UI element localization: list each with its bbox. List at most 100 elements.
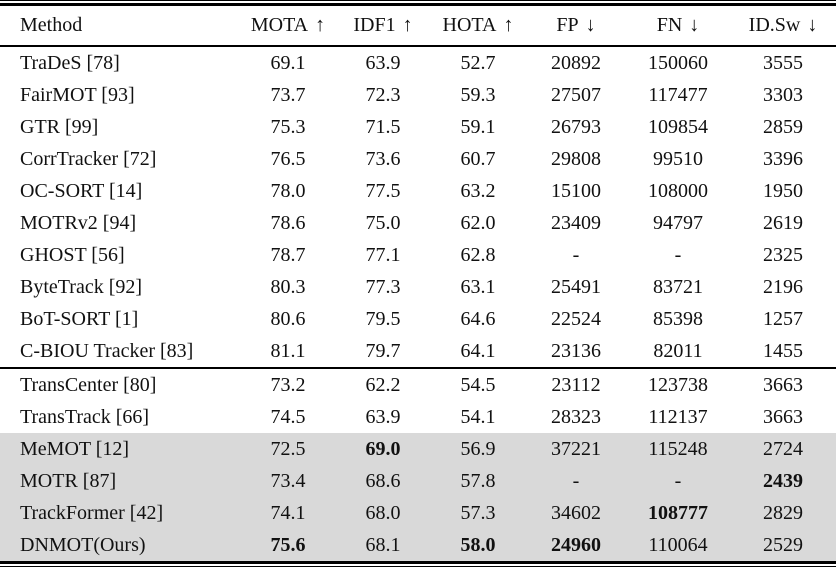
- value-cell: 37221: [551, 437, 601, 460]
- table-row: C-BIOU Tracker [83] 81.1 79.7 64.1 23136 8201…: [0, 335, 836, 368]
- value-cell: 62.0: [460, 211, 496, 234]
- column-header-idf1: IDF1 ↑: [336, 6, 430, 47]
- value-cell: 80.3: [270, 275, 306, 298]
- table-row: MOTR [87] 73.4 68.6 57.8 - - 2439: [0, 465, 836, 497]
- table-row: TransCenter [80] 73.2 62.2 54.5 23112 123738 3…: [0, 367, 836, 401]
- method-cell: GTR [99]: [20, 115, 99, 138]
- column-label: ID.Sw: [748, 14, 801, 36]
- value-cell: 62.8: [460, 243, 496, 266]
- value-cell: -: [572, 243, 580, 266]
- method-cell: DNMOT(Ours): [20, 533, 146, 556]
- table-row: ByteTrack [92] 80.3 77.3 63.1 25491 83721 2196: [0, 271, 836, 303]
- top-rule-thick: [0, 3, 836, 6]
- value-cell: 74.1: [270, 501, 306, 524]
- value-cell: 75.6: [270, 533, 306, 556]
- header-row: Method MOTA ↑ IDF1 ↑ HOTA ↑ FP ↓ FN ↓: [0, 6, 836, 47]
- table-row: MOTRv2 [94] 78.6 75.0 62.0 23409 94797 2619: [0, 207, 836, 239]
- method-cell: OC-SORT [14]: [20, 179, 143, 202]
- value-cell: 1257: [763, 307, 803, 330]
- value-cell: -: [572, 469, 580, 492]
- value-cell: 123738: [626, 367, 730, 401]
- value-cell: 64.1: [460, 339, 496, 362]
- method-cell: GHOST [56]: [20, 243, 125, 266]
- value-cell: 2439: [763, 469, 803, 492]
- column-label: Method: [20, 14, 83, 36]
- table-row: BoT-SORT [1] 80.6 79.5 64.6 22524 85398 1257: [0, 303, 836, 335]
- table-row: TraDeS [78] 69.1 63.9 52.7 20892 150060 3555: [0, 46, 836, 79]
- value-cell: 28323: [551, 405, 601, 428]
- value-cell: 62.2: [336, 367, 430, 401]
- value-cell: 57.8: [460, 469, 496, 492]
- method-cell: TrackFormer [42]: [20, 501, 164, 524]
- value-cell: 54.1: [460, 405, 496, 428]
- value-cell: 2619: [763, 211, 803, 234]
- value-cell: 3303: [763, 83, 803, 106]
- down-arrow-icon: ↓: [807, 14, 818, 36]
- value-cell: 68.1: [365, 533, 401, 556]
- table-row: DNMOT(Ours) 75.6 68.1 58.0 24960 110064 2529: [0, 529, 836, 561]
- value-cell: 72.5: [270, 437, 306, 460]
- column-header-mota: MOTA ↑: [240, 6, 336, 47]
- value-cell: 115248: [648, 437, 708, 460]
- value-cell: 1455: [763, 339, 803, 362]
- down-arrow-icon: ↓: [689, 14, 700, 36]
- method-cell: BoT-SORT [1]: [20, 307, 139, 330]
- value-cell: 23112: [526, 367, 626, 401]
- column-label: HOTA: [442, 14, 497, 36]
- value-cell: 3663: [763, 405, 803, 428]
- value-cell: 63.2: [460, 179, 496, 202]
- value-cell: 27507: [551, 83, 601, 106]
- value-cell: 77.1: [365, 243, 401, 266]
- up-arrow-icon: ↑: [402, 14, 413, 36]
- value-cell: 54.5: [430, 367, 526, 401]
- value-cell: 23409: [551, 211, 601, 234]
- value-cell: 80.6: [270, 307, 306, 330]
- method-cell: CorrTracker [72]: [20, 147, 157, 170]
- top-rule-thin: [0, 0, 836, 1]
- value-cell: -: [674, 469, 682, 492]
- value-cell: 99510: [653, 147, 703, 170]
- value-cell: 2196: [763, 275, 803, 298]
- value-cell: 3663: [730, 367, 836, 401]
- value-cell: 117477: [648, 83, 708, 106]
- value-cell: 2829: [763, 501, 803, 524]
- method-cell: MeMOT [12]: [20, 437, 130, 460]
- value-cell: 69.1: [270, 51, 306, 74]
- value-cell: 150060: [648, 51, 708, 74]
- value-cell: 69.0: [365, 437, 401, 460]
- value-cell: 109854: [648, 115, 708, 138]
- column-label: MOTA: [250, 14, 309, 36]
- value-cell: 78.6: [270, 211, 306, 234]
- table-row: MeMOT [12] 72.5 69.0 56.9 37221 115248 2724: [0, 433, 836, 465]
- table-row: TrackFormer [42] 74.1 68.0 57.3 34602 108777 2…: [0, 497, 836, 529]
- value-cell: 64.6: [460, 307, 496, 330]
- value-cell: 83721: [653, 275, 703, 298]
- column-header-fp: FP ↓: [526, 6, 626, 47]
- value-cell: 110064: [648, 533, 708, 556]
- results-table: Method MOTA ↑ IDF1 ↑ HOTA ↑ FP ↓ FN ↓: [0, 6, 836, 561]
- value-cell: 63.9: [365, 405, 401, 428]
- value-cell: 75.3: [270, 115, 306, 138]
- method-cell: MOTRv2 [94]: [20, 211, 137, 234]
- value-cell: 77.3: [365, 275, 401, 298]
- value-cell: 75.0: [365, 211, 401, 234]
- value-cell: 60.7: [460, 147, 496, 170]
- value-cell: 56.9: [460, 437, 496, 460]
- method-cell: TransCenter [80]: [0, 367, 240, 401]
- table-row: CorrTracker [72] 76.5 73.6 60.7 29808 99510 33…: [0, 143, 836, 175]
- column-header-method: Method: [0, 6, 240, 47]
- value-cell: 72.3: [365, 83, 401, 106]
- value-cell: 108777: [648, 501, 708, 524]
- value-cell: 2859: [763, 115, 803, 138]
- value-cell: -: [674, 243, 682, 266]
- value-cell: 1950: [763, 179, 803, 202]
- table-row: TransTrack [66] 74.5 63.9 54.1 28323 112137 36…: [0, 401, 836, 433]
- value-cell: 59.1: [460, 115, 496, 138]
- value-cell: 15100: [551, 179, 601, 202]
- method-cell: TraDeS [78]: [20, 51, 120, 74]
- value-cell: 20892: [551, 51, 601, 74]
- column-label: IDF1: [353, 14, 396, 36]
- method-cell: TransTrack [66]: [20, 405, 150, 428]
- value-cell: 94797: [653, 211, 703, 234]
